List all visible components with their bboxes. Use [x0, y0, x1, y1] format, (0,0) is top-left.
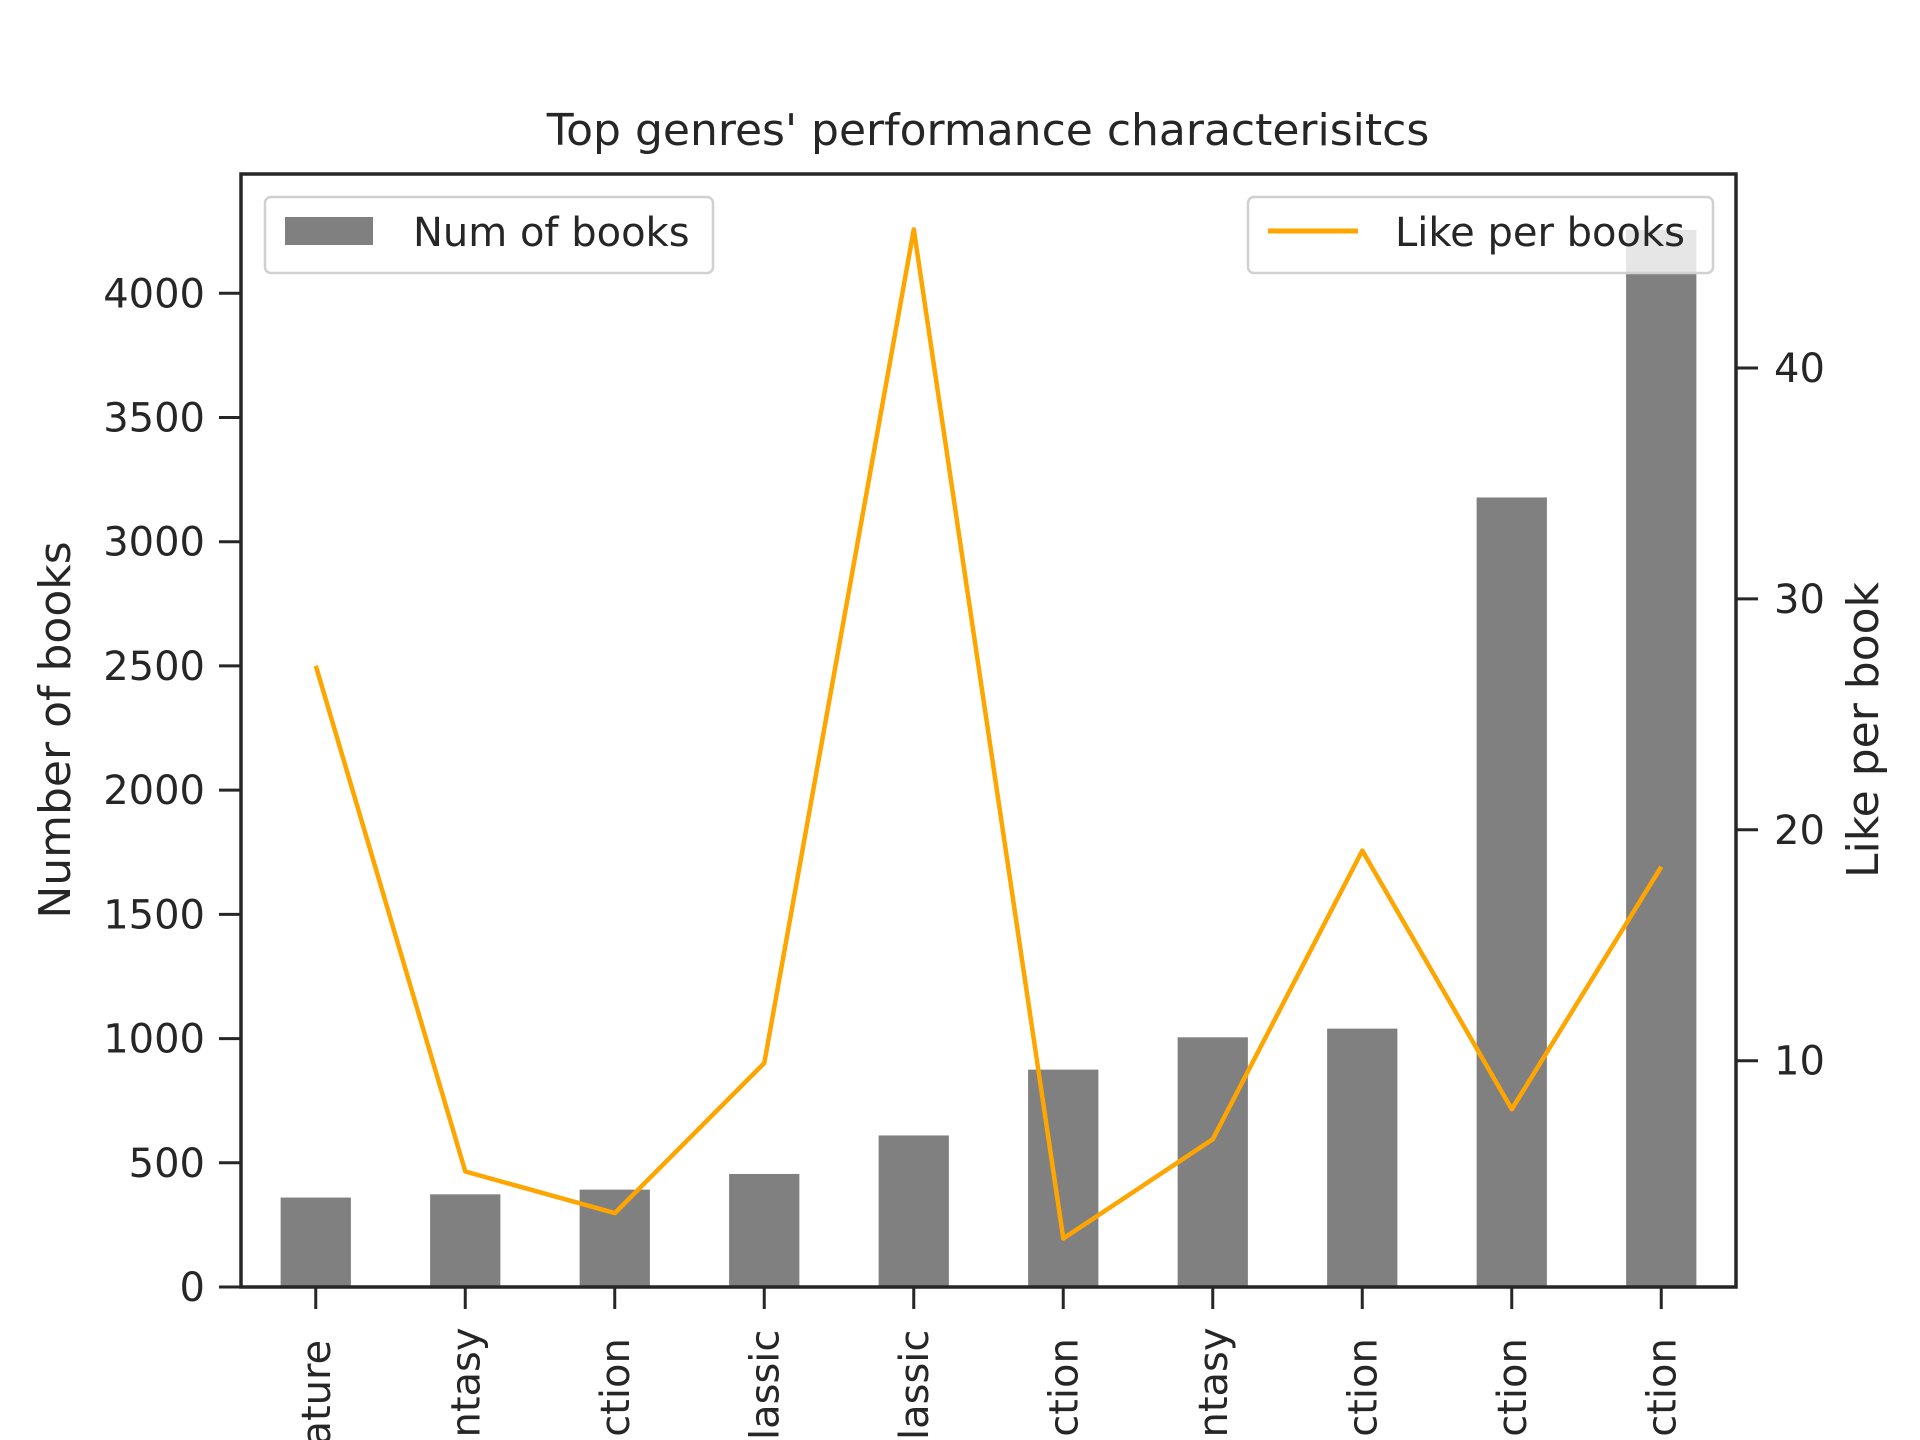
line-series [313, 227, 1664, 1241]
y-tick-label: 2000 [103, 768, 205, 814]
y2-tick-label: 30 [1774, 577, 1825, 623]
x-tick-label: fiction [1639, 1338, 1685, 1440]
x-tick-label: fiction [1340, 1338, 1386, 1440]
bar-9 [1476, 497, 1547, 1287]
y2-tick-label: 20 [1774, 808, 1825, 854]
bar-series [280, 229, 1697, 1287]
legend-bars-frame [263, 195, 715, 275]
bar-6 [1028, 1069, 1099, 1287]
y-tick-label: 3500 [103, 395, 205, 441]
bar-7 [1177, 1037, 1248, 1287]
y2-tick-label: 10 [1774, 1039, 1825, 1085]
right-axis: 10 20 30 40 [1736, 346, 1825, 1085]
legend-bar-swatch [285, 217, 373, 245]
left-axis: 0 500 1000 1500 2000 2500 3000 3500 4000 [103, 271, 241, 1311]
plot-frame [239, 172, 1738, 1289]
bar-4 [729, 1173, 800, 1287]
x-tick-label: fiction [1490, 1338, 1536, 1440]
legend-line-frame [1246, 195, 1715, 275]
chart-title: Top genres' performance characterisitcs [546, 105, 1430, 156]
x-tick-label: fiction [1041, 1338, 1087, 1440]
y-tick-label: 500 [129, 1141, 205, 1187]
bar-10 [1626, 229, 1697, 1287]
x-tick-label: classic [892, 1330, 938, 1440]
x-tick-label: antasy [1191, 1327, 1237, 1440]
legend-bars: Num of books [263, 195, 715, 275]
y-tick-label: 2500 [103, 644, 205, 690]
x-tick-label: fiction [593, 1338, 639, 1440]
y-tick-label: 1500 [103, 892, 205, 938]
x-tick-label: antasy [443, 1327, 489, 1440]
x-tick-label: classic [742, 1330, 788, 1440]
y-tick-label: 4000 [103, 271, 205, 317]
legend-line: Like per books [1246, 195, 1715, 275]
x-axis: rature antasy fiction classic classic fiction… [294, 1287, 1685, 1440]
y2-axis-label: Like per book [1838, 581, 1889, 878]
legend-bar-label: Num of books [413, 210, 690, 256]
y-tick-label: 1000 [103, 1017, 205, 1063]
bar-8 [1327, 1028, 1398, 1287]
x-tick-label: rature [294, 1340, 340, 1440]
bar-2 [430, 1194, 501, 1287]
y-tick-label: 3000 [103, 520, 205, 566]
legend-line-label: Like per books [1395, 210, 1685, 256]
bar-1 [280, 1197, 351, 1287]
y-tick-label: 0 [180, 1265, 205, 1311]
like-per-book-line [313, 227, 1664, 1241]
bar-5 [878, 1135, 949, 1287]
y2-tick-label: 40 [1774, 346, 1825, 392]
y-axis-label: Number of books [30, 541, 81, 918]
